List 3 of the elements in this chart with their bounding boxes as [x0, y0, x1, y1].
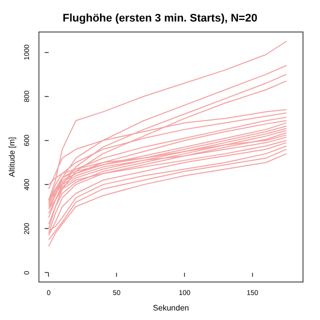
y-axis-title: Altitude [m] [8, 136, 16, 178]
x-axis-title: Sekunden [152, 304, 189, 312]
chart-title: Flughöhe (ersten 3 min. Starts), N=20 [62, 12, 258, 24]
